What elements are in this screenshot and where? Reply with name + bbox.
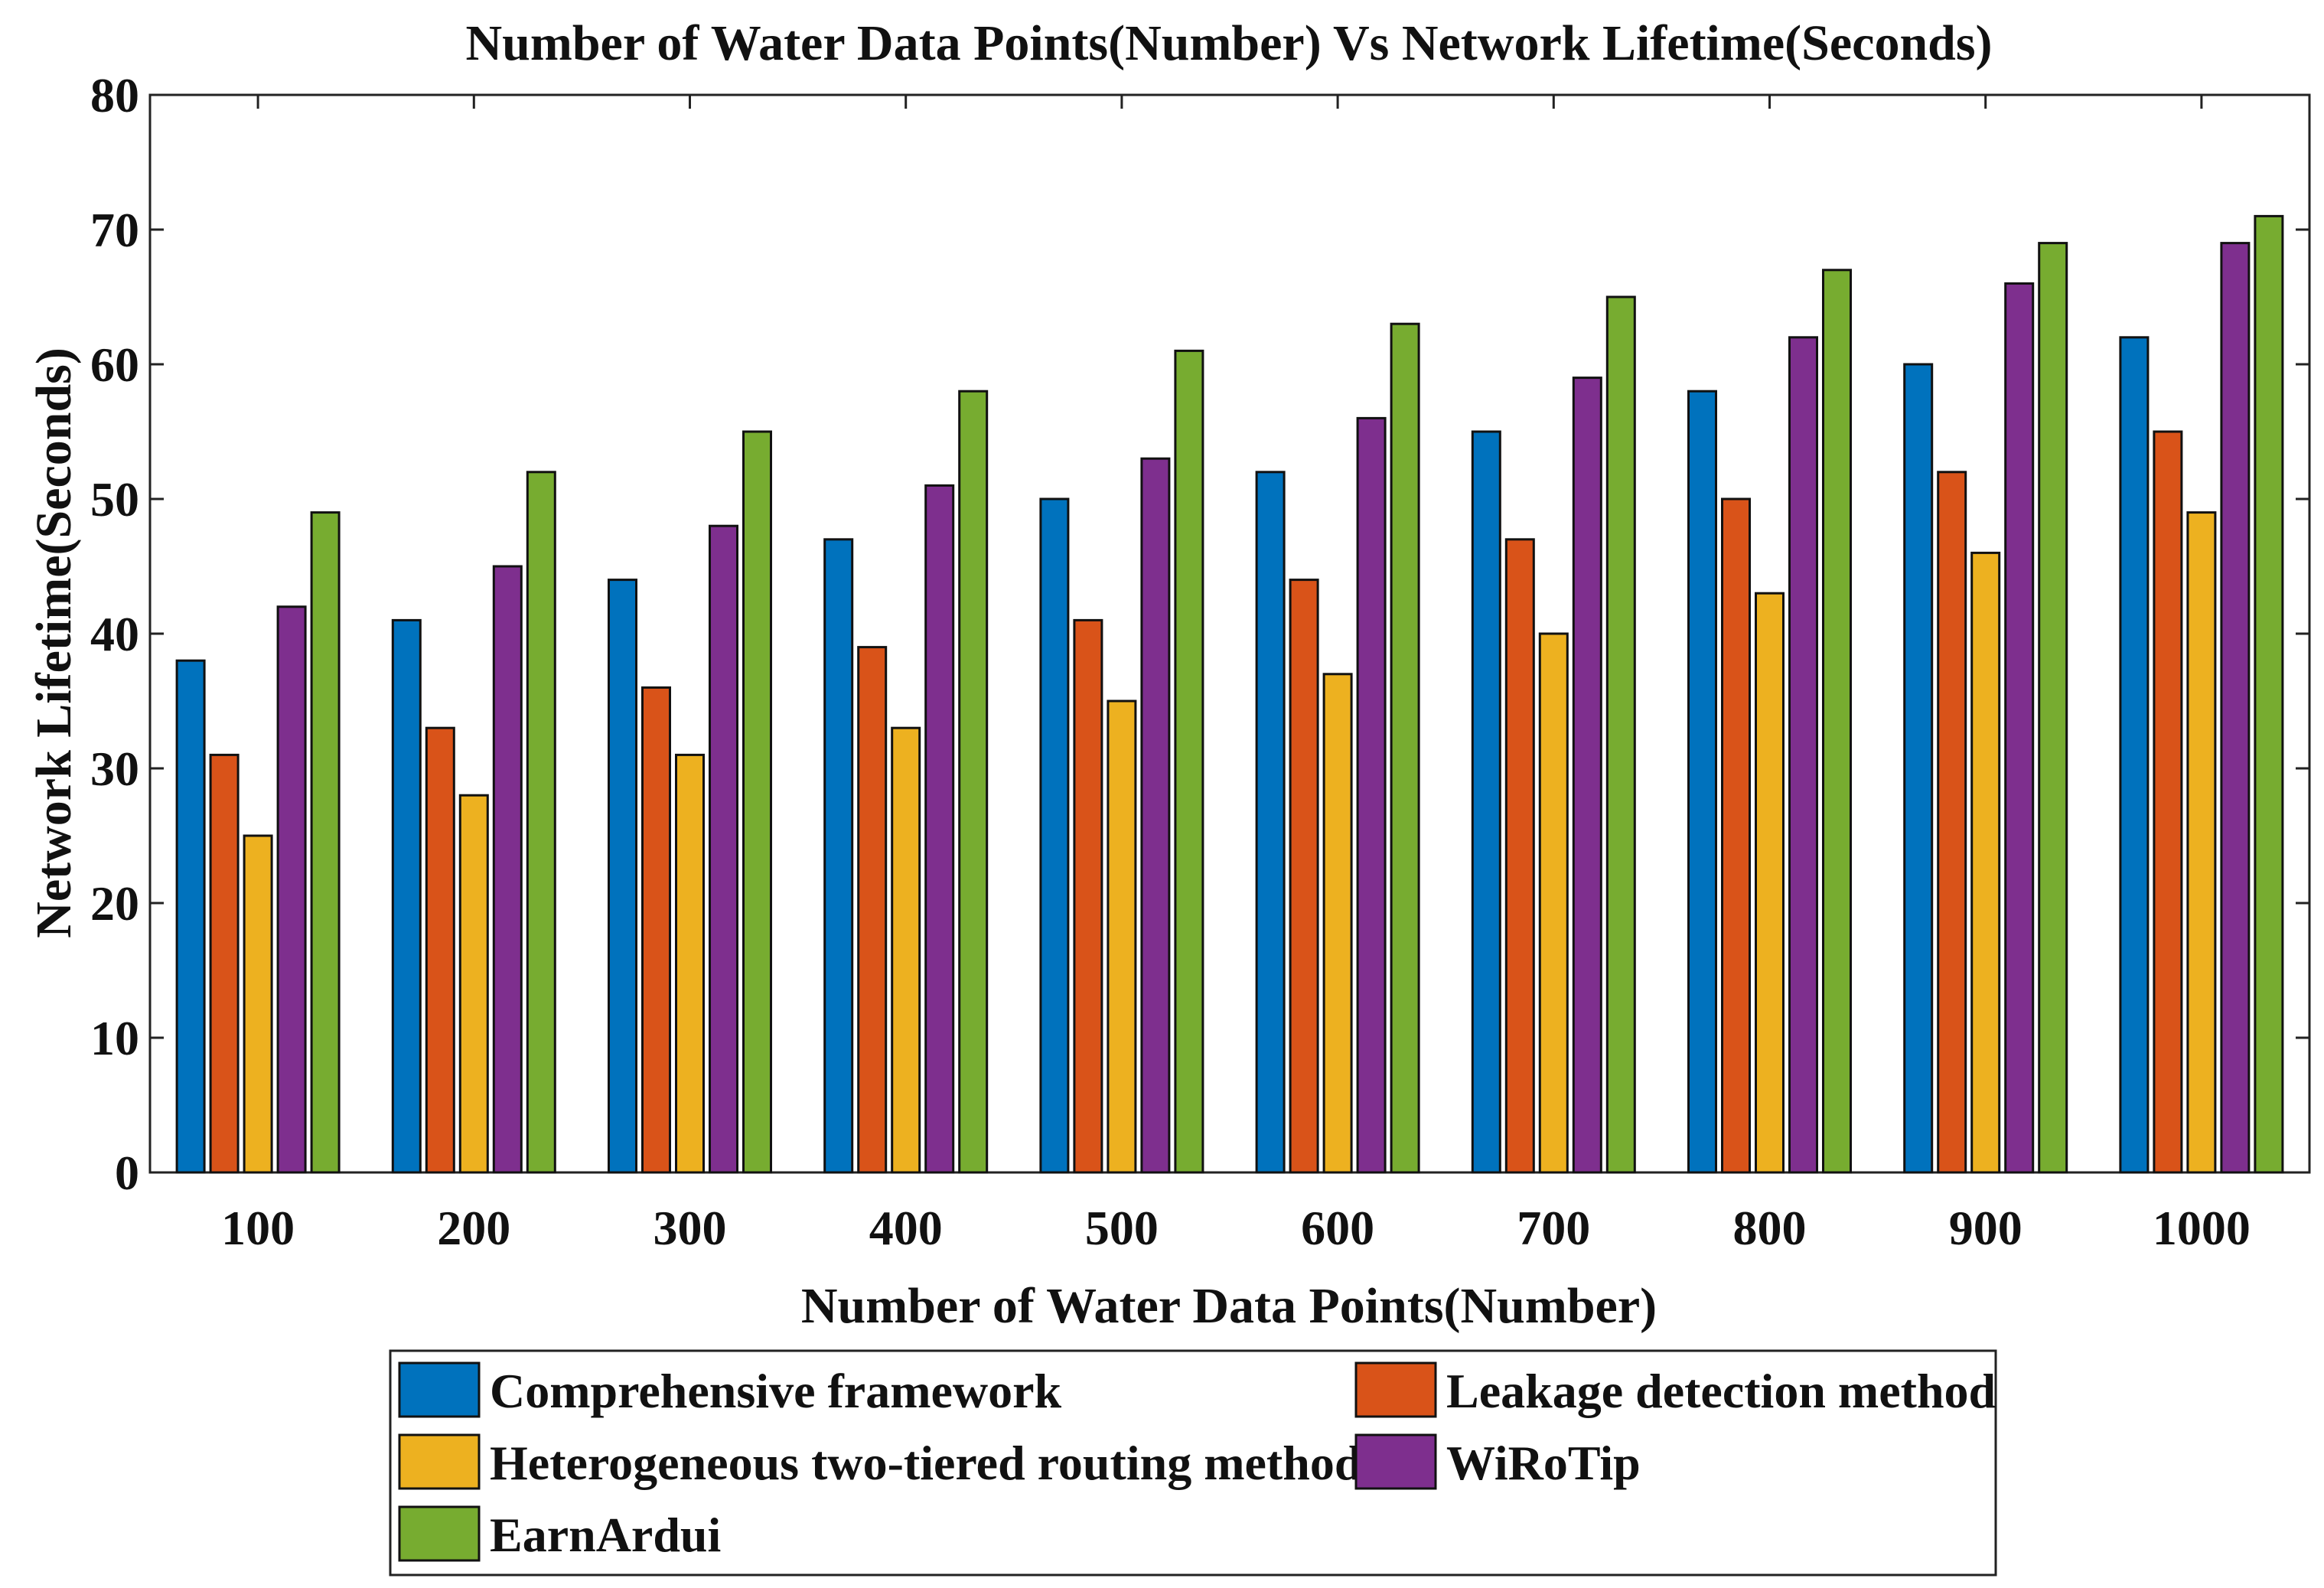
bar xyxy=(891,726,921,1174)
bar xyxy=(1174,349,1204,1174)
legend-swatch xyxy=(398,1361,481,1418)
bar xyxy=(823,538,854,1174)
bar xyxy=(958,390,989,1174)
bar xyxy=(1255,471,1286,1174)
y-tick-label: 0 xyxy=(115,1146,139,1200)
x-tick-label: 500 xyxy=(1085,1201,1159,1255)
y-tick-label: 20 xyxy=(90,876,139,931)
bar xyxy=(2186,511,2217,1174)
bar xyxy=(1073,618,1103,1174)
bar xyxy=(1322,673,1353,1174)
x-tick-label: 300 xyxy=(654,1201,727,1255)
bar xyxy=(1788,336,1818,1174)
bar xyxy=(1903,363,1934,1174)
y-axis-label: Network Lifetime(Seconds) xyxy=(26,347,82,938)
bar xyxy=(1687,390,1717,1174)
bar xyxy=(1605,295,1636,1174)
bar xyxy=(526,471,556,1174)
x-axis-label: Number of Water Data Points(Number) xyxy=(801,1278,1657,1334)
x-tick-label: 800 xyxy=(1733,1201,1807,1255)
y-tick-label: 50 xyxy=(90,472,139,527)
bar xyxy=(1822,269,1852,1174)
bar xyxy=(1471,430,1501,1174)
bar xyxy=(1039,497,1070,1174)
y-tick-label: 70 xyxy=(90,203,139,257)
legend-swatch xyxy=(398,1433,481,1490)
bar xyxy=(2153,430,2183,1174)
x-tick-label: 1000 xyxy=(2153,1201,2251,1255)
bar xyxy=(2220,242,2251,1174)
x-tick-label: 600 xyxy=(1301,1201,1374,1255)
bar xyxy=(1107,699,1137,1174)
x-tick-label: 700 xyxy=(1517,1201,1590,1255)
legend-label: Comprehensive framework xyxy=(490,1364,1062,1418)
bar xyxy=(641,686,671,1174)
legend-swatch xyxy=(398,1505,481,1562)
bar xyxy=(675,753,705,1174)
bar xyxy=(209,753,240,1174)
legend-label: EarnArdui xyxy=(490,1508,721,1562)
legend: Comprehensive framework Leakage detection… xyxy=(389,1349,1997,1577)
plot-area: 0 10 20 30 40 50 60 70 80 100 200 300 400 500 600 700 80… xyxy=(90,68,2311,1255)
chart-title: Number of Water Data Points(Number) Vs N… xyxy=(465,15,1992,71)
legend-swatch xyxy=(1354,1433,1437,1490)
bar xyxy=(709,524,738,1174)
bar xyxy=(1504,538,1535,1174)
bar xyxy=(310,511,341,1174)
y-tick-label: 30 xyxy=(90,742,139,796)
bar xyxy=(1721,497,1751,1174)
bar xyxy=(2004,282,2035,1174)
bar xyxy=(1356,416,1387,1174)
bar xyxy=(425,726,455,1174)
bar xyxy=(1970,551,2001,1174)
x-tick-label: 100 xyxy=(221,1201,295,1255)
legend-label: WiRoTip xyxy=(1446,1436,1641,1490)
bar xyxy=(1289,579,1319,1174)
bar xyxy=(1140,457,1171,1174)
bar xyxy=(391,618,422,1174)
x-tick-label: 200 xyxy=(437,1201,510,1255)
bar xyxy=(857,646,888,1174)
y-tick-label: 10 xyxy=(90,1011,139,1065)
bar xyxy=(742,430,772,1174)
bar xyxy=(276,605,307,1174)
bar xyxy=(924,484,955,1174)
x-tick-label: 400 xyxy=(869,1201,943,1255)
legend-swatch xyxy=(1354,1361,1437,1418)
bar xyxy=(175,659,206,1174)
legend-box xyxy=(389,1349,1997,1577)
bar xyxy=(1390,322,1420,1174)
legend-label: Leakage detection method xyxy=(1446,1364,1996,1418)
x-tick-label: 900 xyxy=(1949,1201,2022,1255)
bar xyxy=(458,794,489,1174)
legend-label: Heterogeneous two-tiered routing method xyxy=(490,1436,1361,1490)
bar xyxy=(492,565,523,1174)
bar xyxy=(2119,336,2150,1174)
y-tick-label: 60 xyxy=(90,337,139,392)
y-tick-label: 40 xyxy=(90,607,139,661)
bar xyxy=(2254,214,2284,1174)
bar xyxy=(2038,242,2068,1174)
y-tick-label: 80 xyxy=(90,68,139,122)
bar xyxy=(243,834,273,1174)
bar xyxy=(1755,592,1785,1174)
bar xyxy=(1538,632,1569,1174)
bar xyxy=(608,579,637,1174)
bar xyxy=(1572,377,1602,1174)
bar xyxy=(1937,471,1967,1174)
